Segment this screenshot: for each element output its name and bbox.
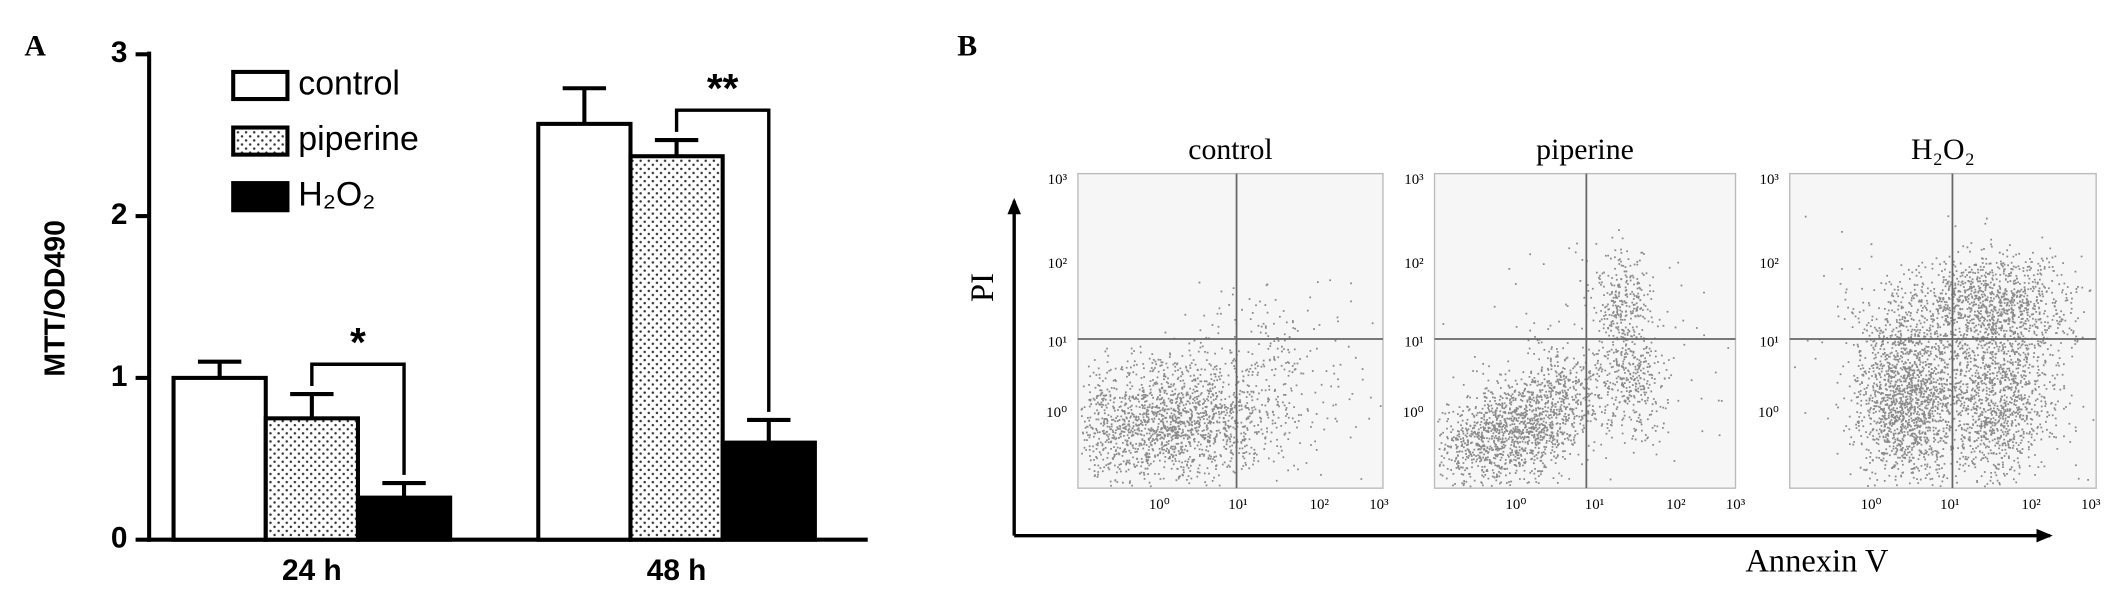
panel-label: B — [957, 30, 977, 63]
plot-title: H₂O₂ — [1911, 133, 1975, 166]
x-tick-label: 10⁰ — [1861, 497, 1882, 513]
y-tick-label: 10² — [1760, 256, 1780, 272]
significance-bracket — [310, 362, 406, 475]
x-tick-label: 10¹ — [1228, 497, 1247, 513]
x-tick-label: 10⁰ — [1505, 497, 1526, 513]
significance-bracket — [674, 108, 771, 412]
legend-swatch — [231, 181, 290, 213]
error-bar — [747, 417, 791, 443]
dot-plot-frame — [1789, 172, 2097, 489]
significance-label: ** — [707, 65, 739, 111]
y-tick-label: 10³ — [1048, 172, 1068, 188]
error-bar — [654, 138, 699, 157]
y-tick-label: 0 — [111, 522, 128, 555]
x-tick-label: 10³ — [1726, 497, 1746, 513]
x-tick-label: 10⁰ — [1149, 497, 1170, 513]
x-tick-label: 10³ — [1369, 497, 1389, 513]
bar — [263, 416, 360, 542]
error-bar — [290, 392, 334, 419]
dot-plot-frame — [1433, 172, 1737, 489]
bar — [628, 154, 725, 542]
significance-label: * — [350, 319, 366, 365]
legend-swatch — [231, 69, 290, 102]
y-axis-label: MTT/OD490 — [39, 220, 71, 377]
y-tick-label: 10⁰ — [1046, 405, 1067, 421]
y-tick-label: 10¹ — [1048, 335, 1067, 351]
bar — [355, 495, 453, 542]
y-tick-label: 10² — [1404, 256, 1424, 272]
x-tick-label: 10¹ — [1585, 497, 1604, 513]
y-tick-label: 10⁰ — [1403, 405, 1424, 421]
x-tick-label: 10³ — [2081, 497, 2101, 513]
y-tick-label: 2 — [111, 198, 128, 231]
bar — [720, 440, 817, 542]
error-bar — [197, 359, 242, 378]
x-tick-label: 10² — [2021, 497, 2041, 513]
legend-swatch — [231, 125, 290, 157]
x-tick-label: 10² — [1666, 497, 1686, 513]
y-tick-label: 10⁰ — [1758, 405, 1779, 421]
y-tick-label: 3 — [111, 36, 128, 69]
y-tick-label: 10¹ — [1760, 335, 1779, 351]
error-bar — [382, 481, 426, 498]
y-tick-label: 10¹ — [1404, 335, 1423, 351]
plot-title: control — [1188, 133, 1272, 166]
x-tick-label: 24 h — [282, 554, 342, 587]
x-tick-label: 48 h — [647, 554, 707, 587]
y-tick-label: 10³ — [1404, 172, 1424, 188]
plot-title: piperine — [1536, 133, 1634, 166]
legend-label: control — [298, 64, 400, 102]
annexin-label: Annexin V — [1745, 544, 1889, 580]
y-tick-label: 10³ — [1760, 172, 1780, 188]
x-tick-label: 10¹ — [1940, 497, 1959, 513]
event-dots — [1794, 215, 2095, 488]
bar — [171, 375, 268, 542]
legend-label: H₂O₂ — [298, 176, 375, 214]
y-tick-label: 10² — [1048, 256, 1068, 272]
error-bar — [562, 86, 607, 124]
bar — [536, 121, 633, 542]
legend-label: piperine — [298, 120, 419, 158]
pi-label: PI — [965, 273, 1001, 302]
panel-label: A — [24, 30, 46, 63]
x-tick-label: 10² — [1310, 497, 1330, 513]
y-tick-label: 1 — [111, 360, 128, 393]
